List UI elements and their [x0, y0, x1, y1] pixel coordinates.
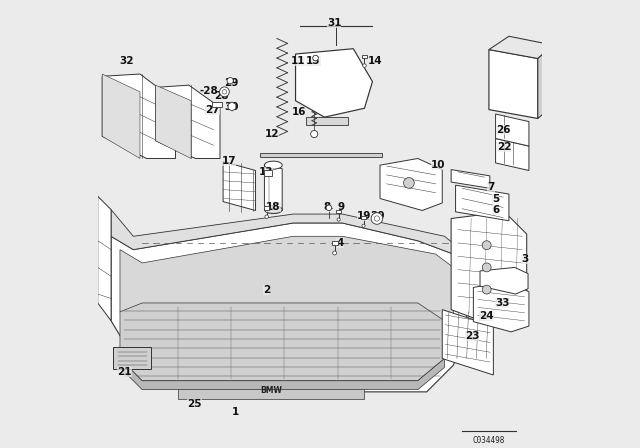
Text: 16: 16 — [292, 107, 307, 117]
Text: 26: 26 — [496, 125, 510, 134]
Text: 9: 9 — [338, 202, 345, 212]
Polygon shape — [111, 210, 467, 267]
Text: 22: 22 — [497, 142, 511, 152]
Polygon shape — [296, 49, 372, 117]
Text: 3: 3 — [521, 254, 528, 263]
Text: 12: 12 — [265, 129, 279, 139]
Polygon shape — [480, 267, 528, 294]
Bar — [264, 170, 271, 176]
Text: 30: 30 — [224, 103, 238, 112]
Circle shape — [333, 251, 337, 255]
Text: 15: 15 — [306, 56, 321, 66]
Circle shape — [326, 205, 332, 211]
Circle shape — [310, 130, 318, 138]
Circle shape — [374, 216, 380, 221]
Text: 7: 7 — [488, 182, 495, 192]
Text: BMW: BMW — [260, 386, 282, 395]
Polygon shape — [156, 85, 220, 159]
Polygon shape — [380, 159, 442, 211]
Circle shape — [227, 78, 234, 84]
Polygon shape — [111, 223, 467, 392]
Bar — [332, 241, 338, 245]
Polygon shape — [474, 282, 529, 332]
Text: 4: 4 — [336, 238, 344, 248]
Bar — [362, 55, 367, 59]
Polygon shape — [260, 153, 382, 157]
Text: 8: 8 — [323, 202, 330, 212]
Circle shape — [483, 263, 491, 272]
Bar — [116, 362, 124, 367]
Text: 28: 28 — [214, 91, 228, 101]
Polygon shape — [120, 358, 444, 390]
Circle shape — [483, 285, 491, 294]
Polygon shape — [156, 85, 191, 159]
Polygon shape — [120, 303, 444, 381]
Ellipse shape — [264, 206, 282, 214]
Circle shape — [337, 218, 340, 221]
Circle shape — [371, 213, 383, 224]
Polygon shape — [178, 381, 364, 399]
Circle shape — [265, 215, 268, 219]
Polygon shape — [102, 74, 175, 159]
Text: C034498: C034498 — [473, 436, 505, 445]
Polygon shape — [451, 212, 527, 323]
Polygon shape — [306, 117, 348, 125]
Polygon shape — [495, 114, 529, 146]
Polygon shape — [442, 310, 493, 375]
Bar — [361, 216, 366, 220]
Text: 2: 2 — [263, 284, 270, 295]
Circle shape — [404, 177, 414, 188]
Text: 21: 21 — [117, 367, 132, 377]
Polygon shape — [98, 196, 111, 321]
Text: 33: 33 — [495, 298, 509, 308]
Circle shape — [313, 55, 318, 61]
Text: 27: 27 — [205, 104, 220, 115]
Bar — [336, 210, 341, 213]
Text: 11: 11 — [291, 56, 305, 66]
Polygon shape — [113, 347, 151, 369]
Polygon shape — [120, 236, 453, 376]
Text: 19: 19 — [357, 211, 372, 221]
Circle shape — [362, 224, 365, 228]
Text: 23: 23 — [465, 332, 479, 341]
Polygon shape — [489, 36, 554, 59]
Text: 20: 20 — [371, 211, 385, 221]
Bar — [212, 102, 222, 108]
Polygon shape — [102, 74, 140, 159]
Polygon shape — [456, 185, 509, 221]
Circle shape — [363, 64, 366, 67]
Text: 29: 29 — [224, 78, 238, 88]
Text: -28: -28 — [199, 86, 218, 96]
Polygon shape — [495, 138, 529, 171]
Text: 1: 1 — [232, 407, 239, 417]
Polygon shape — [451, 170, 490, 188]
Ellipse shape — [264, 161, 282, 169]
Text: 25: 25 — [188, 399, 202, 409]
Text: 32: 32 — [120, 56, 134, 66]
Text: 17: 17 — [221, 156, 236, 166]
Text: 31: 31 — [327, 18, 342, 28]
Polygon shape — [538, 45, 554, 118]
Text: 6: 6 — [492, 205, 499, 215]
Text: 24: 24 — [479, 311, 494, 321]
Text: 10: 10 — [431, 160, 445, 170]
Text: 18: 18 — [266, 202, 280, 212]
Bar — [264, 206, 269, 210]
Text: 14: 14 — [368, 56, 383, 66]
Text: 5: 5 — [492, 194, 499, 203]
Polygon shape — [223, 162, 255, 211]
Polygon shape — [489, 50, 538, 118]
Text: 13: 13 — [259, 167, 273, 177]
Circle shape — [220, 87, 229, 97]
Polygon shape — [264, 164, 282, 211]
Circle shape — [222, 90, 227, 94]
Circle shape — [483, 241, 491, 250]
